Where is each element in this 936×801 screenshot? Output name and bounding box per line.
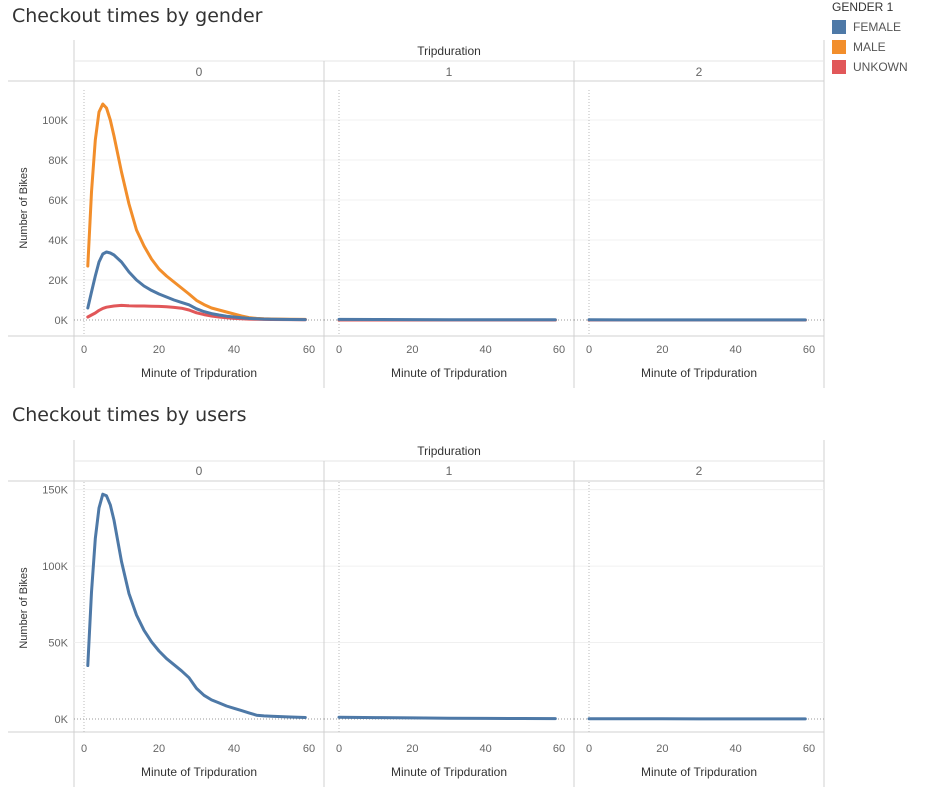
chart-title-users: Checkout times by users	[12, 404, 247, 426]
legend-swatch-unknown	[832, 60, 846, 74]
series-line-male-panel-0	[86, 102, 307, 321]
y-tick-label: 0K	[55, 315, 69, 327]
column-header: Tripduration	[417, 44, 481, 58]
x-tick-label: 40	[480, 743, 492, 755]
x-tick-label: 60	[303, 344, 315, 356]
y-tick-label: 50K	[48, 638, 68, 650]
x-tick-label: 0	[336, 743, 342, 755]
y-tick-label: 100K	[42, 561, 68, 573]
x-tick-label: 20	[153, 743, 165, 755]
y-tick-label: 20K	[48, 275, 68, 287]
legend-label-male: MALE	[853, 40, 886, 54]
x-tick-label: 60	[553, 743, 565, 755]
series-line-users-panel-0	[86, 492, 307, 719]
x-tick-label: 0	[81, 743, 87, 755]
x-axis-label: Minute of Tripduration	[141, 765, 257, 779]
panel-header-label: 0	[196, 464, 203, 478]
x-tick-label: 0	[336, 344, 342, 356]
panel-header-label: 0	[196, 65, 203, 79]
x-tick-label: 0	[81, 344, 87, 356]
legend-swatch-female	[832, 20, 846, 34]
y-axis-label: Number of Bikes	[18, 567, 30, 649]
y-axis-label: Number of Bikes	[18, 167, 30, 249]
y-tick-label: 60K	[48, 195, 68, 207]
x-tick-label: 20	[406, 743, 418, 755]
legend-swatch-male	[832, 40, 846, 54]
x-axis-label: Minute of Tripduration	[641, 366, 757, 380]
x-tick-label: 60	[803, 743, 815, 755]
panel-header-label: 1	[446, 65, 453, 79]
x-axis-label: Minute of Tripduration	[391, 765, 507, 779]
y-tick-label: 100K	[42, 115, 68, 127]
x-tick-label: 40	[730, 344, 742, 356]
panel-header-label: 1	[446, 464, 453, 478]
y-tick-label: 40K	[48, 235, 68, 247]
legend-item-unknown[interactable]: UNKOWN	[832, 57, 908, 77]
column-header: Tripduration	[417, 444, 481, 458]
x-tick-label: 20	[656, 743, 668, 755]
x-tick-label: 40	[730, 743, 742, 755]
legend-item-male[interactable]: MALE	[832, 37, 908, 57]
x-tick-label: 20	[406, 344, 418, 356]
legend-label-female: FEMALE	[853, 20, 902, 34]
panel-header-label: 2	[696, 464, 703, 478]
x-tick-label: 60	[803, 344, 815, 356]
x-tick-label: 60	[553, 344, 565, 356]
users-line-chart: Tripduration 0K 50K 100K 150K Number of Bikes…	[8, 440, 825, 787]
y-tick-label: 150K	[42, 485, 68, 497]
x-tick-label: 0	[586, 743, 592, 755]
x-tick-label: 60	[303, 743, 315, 755]
legend-title: GENDER 1	[832, 0, 894, 14]
legend-item-female[interactable]: FEMALE	[832, 17, 908, 37]
x-axis-label: Minute of Tripduration	[391, 366, 507, 380]
x-axis-label: Minute of Tripduration	[641, 765, 757, 779]
y-tick-label: 80K	[48, 155, 68, 167]
legend-label-unknown: UNKOWN	[853, 60, 908, 74]
x-tick-label: 40	[228, 344, 240, 356]
x-axis-label: Minute of Tripduration	[141, 366, 257, 380]
x-tick-label: 40	[480, 344, 492, 356]
series-line-users-panel-1	[337, 715, 557, 721]
x-tick-label: 20	[153, 344, 165, 356]
x-tick-label: 20	[656, 344, 668, 356]
gender-line-chart: Tripduration 0K 20K 40K 60K 80K 100K Number of …	[8, 40, 825, 388]
legend: GENDER 1 FEMALE MALE UNKOWN	[832, 0, 908, 77]
x-tick-label: 40	[228, 743, 240, 755]
chart-title-gender: Checkout times by gender	[12, 5, 263, 27]
y-tick-label: 0K	[55, 714, 69, 726]
series-line-female-panel-0	[86, 250, 307, 322]
panel-header-label: 2	[696, 65, 703, 79]
x-tick-label: 0	[586, 344, 592, 356]
